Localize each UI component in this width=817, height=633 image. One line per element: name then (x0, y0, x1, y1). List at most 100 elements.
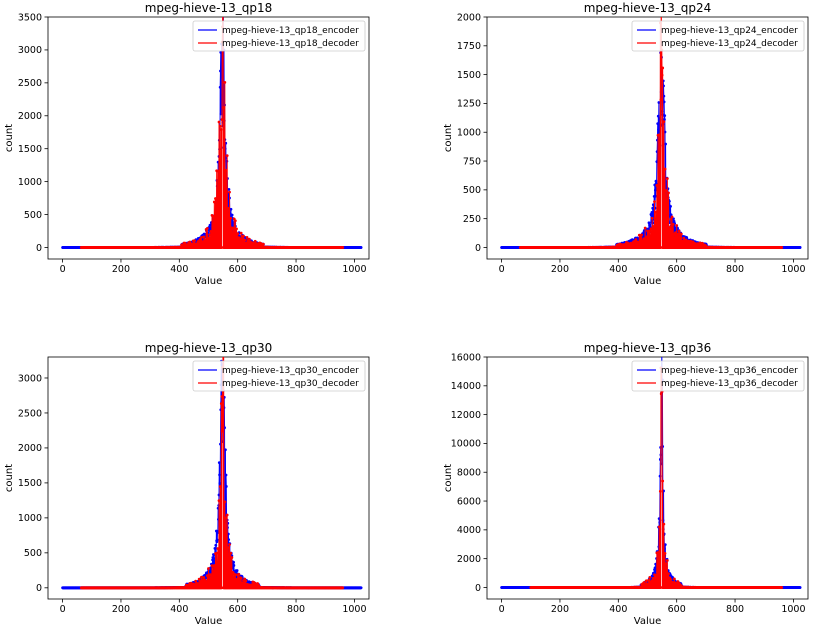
data-point-decoder (679, 232, 683, 236)
data-point-decoder (780, 246, 784, 249)
y-tick-label: 1500 (457, 70, 481, 81)
data-point-decoder (212, 200, 216, 204)
data-point-decoder (214, 197, 217, 200)
data-point-decoder (201, 240, 205, 244)
data-point-decoder (228, 190, 231, 194)
data-point-decoder (235, 227, 238, 231)
axes-frame (47, 16, 370, 260)
data-point-decoder (247, 237, 251, 241)
data-point-encoder (219, 51, 223, 54)
x-tick-label: 0 (499, 264, 505, 275)
data-point-decoder (209, 229, 213, 233)
data-point-decoder (249, 240, 252, 244)
data-point-decoder (674, 231, 677, 235)
data-point-decoder (654, 210, 658, 214)
data-point-decoder (216, 169, 220, 173)
x-tick-label: 600 (668, 264, 686, 275)
chart-title: mpeg-hieve-13_qp30 (145, 341, 273, 355)
y-tick-label: 3500 (18, 12, 42, 23)
legend-label-decoder: mpeg-hieve-13_qp18_decoder (222, 39, 359, 49)
data-point-encoder (227, 538, 231, 541)
data-point-decoder (261, 242, 265, 246)
data-point-decoder (205, 227, 209, 230)
y-tick-label: 3000 (18, 45, 42, 56)
data-point-encoder (669, 205, 672, 208)
legend-box (192, 20, 366, 52)
data-point-encoder (647, 221, 651, 225)
chart-title: mpeg-hieve-13_qp24 (584, 1, 712, 15)
legend-label-encoder: mpeg-hieve-13_qp24_encoder (661, 26, 798, 36)
data-point-decoder (663, 167, 667, 171)
x-tick-label: 0 (60, 604, 66, 615)
data-point-decoder (655, 183, 659, 187)
x-axis-label: Value (195, 276, 222, 287)
data-point-decoder (646, 229, 649, 233)
y-tick-label: 0 (36, 243, 42, 254)
data-point-encoder (215, 538, 219, 542)
y-tick-label: 500 (463, 185, 481, 196)
y-tick-label: 2500 (18, 78, 42, 89)
data-point-encoder (218, 473, 221, 477)
data-point-decoder (245, 236, 249, 239)
data-point-decoder (675, 224, 679, 227)
y-tick-label: 2000 (18, 111, 42, 122)
data-point-decoder (684, 238, 688, 242)
data-point-decoder (202, 235, 206, 239)
y-tick-label: 750 (463, 156, 481, 167)
data-point-decoder (671, 223, 675, 226)
x-axis-label: Value (195, 616, 222, 627)
data-point-encoder (229, 207, 233, 211)
x-tick-label: 1000 (781, 264, 805, 275)
data-point-encoder (650, 211, 654, 214)
data-point-decoder (664, 189, 668, 192)
data-point-decoder (644, 235, 648, 239)
x-tick-label: 400 (609, 264, 627, 275)
data-point-encoder (218, 85, 222, 89)
data-point-decoder (219, 128, 223, 131)
y-tick-label: 0 (475, 243, 481, 254)
data-point-decoder (636, 240, 640, 244)
x-tick-label: 400 (170, 604, 188, 615)
legend: mpeg-hieve-13_qp18_encoder mpeg-hieve-13_… (192, 20, 366, 52)
data-point-decoder (659, 98, 663, 102)
plot-area (500, 17, 802, 249)
y-tick-label: 1500 (18, 478, 42, 489)
data-point-encoder (235, 569, 239, 572)
data-point-decoder (238, 237, 242, 241)
x-tick-label: 600 (229, 264, 247, 275)
data-point-encoder (224, 473, 228, 477)
legend-box (631, 20, 805, 52)
data-point-decoder (231, 226, 235, 230)
data-point-encoder (672, 219, 676, 223)
data-point-decoder (681, 239, 684, 243)
data-point-decoder (193, 239, 196, 243)
data-point-encoder (211, 556, 215, 559)
x-tick-label: 1000 (342, 604, 366, 615)
data-point-decoder (229, 216, 233, 220)
data-point-encoder (656, 114, 660, 118)
y-tick-label: 1000 (18, 513, 42, 524)
data-point-decoder (670, 215, 674, 219)
x-tick-label: 600 (229, 604, 247, 615)
data-point-decoder (677, 229, 681, 233)
data-point-encoder (232, 564, 236, 567)
data-point-decoder (698, 241, 702, 245)
chart-title: mpeg-hieve-13_qp18 (145, 1, 273, 15)
y-axis-label: count (4, 124, 15, 152)
x-tick-label: 1000 (342, 264, 366, 275)
data-point-encoder (217, 461, 221, 465)
data-point-decoder (253, 239, 257, 243)
data-point-encoder (669, 213, 673, 217)
data-point-decoder (220, 118, 224, 121)
x-tick-label: 200 (112, 264, 130, 275)
plot-area (61, 17, 363, 249)
series-markers-decoder (79, 25, 345, 249)
data-point-decoder (236, 232, 240, 236)
legend-label-encoder: mpeg-hieve-13_qp18_encoder (222, 26, 359, 36)
y-tick-label: 1500 (18, 144, 42, 155)
data-point-encoder (672, 217, 675, 221)
y-tick-label: 2500 (18, 408, 42, 419)
y-tick-label: 500 (24, 210, 42, 221)
